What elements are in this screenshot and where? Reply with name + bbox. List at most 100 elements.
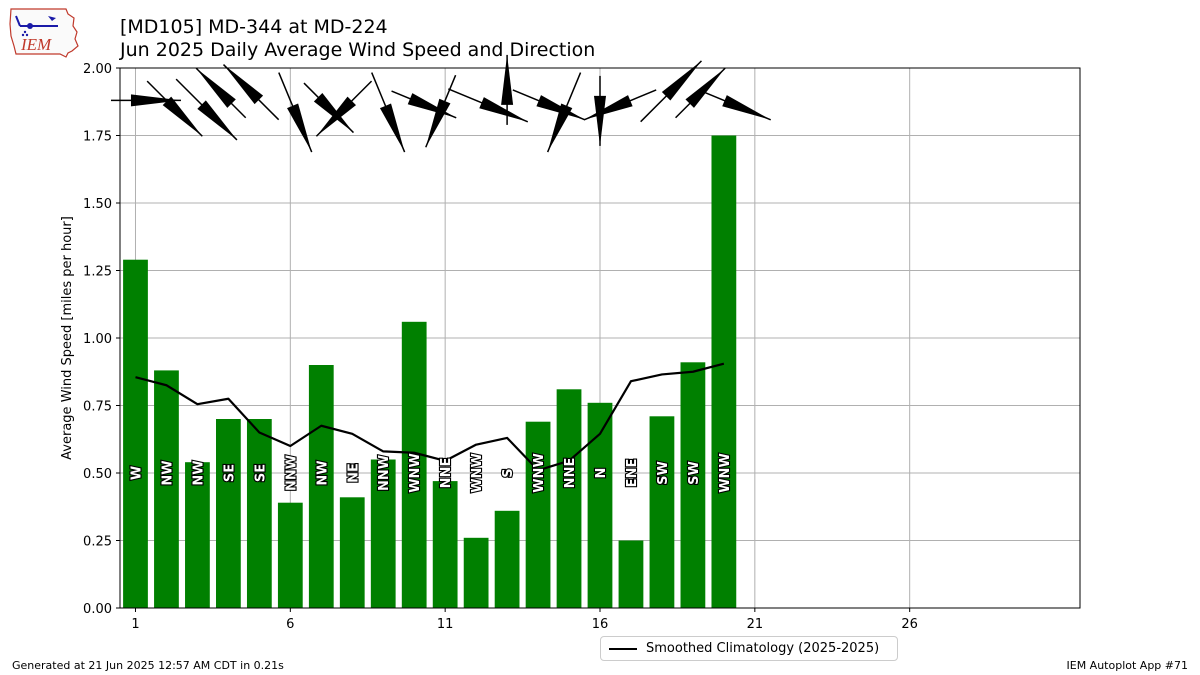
bar xyxy=(154,370,179,608)
wind-arrow-head xyxy=(425,98,451,148)
wind-arrow-head xyxy=(313,92,354,133)
wind-arrow-head xyxy=(197,100,237,140)
axes xyxy=(116,67,1081,612)
tick-labels: 1 6 11 16 21 260.000.250.500.751.001.251.501.… xyxy=(83,62,918,632)
plot-frame xyxy=(119,67,1081,609)
wind-arrow-head xyxy=(584,95,633,120)
direction-label: SW xyxy=(656,461,671,485)
chart-subtitle: Jun 2025 Daily Average Wind Speed and Di… xyxy=(120,39,596,61)
wind-arrow-head xyxy=(661,60,702,101)
legend: Smoothed Climatology (2025-2025) xyxy=(600,636,898,661)
direction-label: NE xyxy=(346,463,361,483)
wind-arrow xyxy=(195,67,247,119)
bar xyxy=(711,135,737,608)
wind-arrow-head xyxy=(501,54,514,105)
direction-label: WNW xyxy=(718,453,733,493)
wind-arrow-head xyxy=(196,68,236,108)
bar xyxy=(649,416,675,608)
bars xyxy=(123,135,737,608)
wind-arrow-head xyxy=(547,103,573,153)
y-tick-label: 1.50 xyxy=(83,197,112,212)
bar xyxy=(494,510,520,608)
wind-arrow xyxy=(501,54,514,125)
legend-line-swatch xyxy=(609,647,637,650)
bar xyxy=(308,365,334,608)
bar xyxy=(463,537,489,608)
wind-arrow-head xyxy=(162,96,203,137)
direction-label: SE xyxy=(222,464,237,482)
bar xyxy=(525,421,551,608)
legend-label: Smoothed Climatology (2025-2025) xyxy=(646,641,880,656)
wind-arrow xyxy=(425,74,457,148)
direction-label: W xyxy=(129,466,144,480)
wind-arrow-head xyxy=(685,68,726,108)
wind-arrow xyxy=(315,80,373,137)
direction-label: SW xyxy=(687,461,702,485)
x-tick-label: 1 xyxy=(131,617,139,632)
direction-label: NNW xyxy=(284,455,299,491)
wind-arrow xyxy=(512,89,586,121)
y-tick-label: 0.00 xyxy=(83,602,112,617)
direction-label: NW xyxy=(191,460,206,485)
bar xyxy=(339,497,365,608)
y-tick-label: 2.00 xyxy=(83,62,112,77)
x-tick-label: 16 xyxy=(592,617,609,632)
app-credit: IEM Autoplot App #71 xyxy=(1066,659,1189,672)
direction-label: SE xyxy=(253,464,268,482)
chart-title: [MD105] MD-344 at MD-224 xyxy=(120,16,388,38)
direction-label: WNW xyxy=(408,453,423,493)
bar xyxy=(618,540,644,608)
x-tick-label: 21 xyxy=(747,617,764,632)
bar xyxy=(277,502,303,608)
y-tick-label: 0.25 xyxy=(83,535,112,550)
direction-labels: W NW NW SE SE NNW NW NE NNW WNW NNE WNW S WNW NNE N ENE S… xyxy=(128,452,734,494)
climatology-line xyxy=(135,362,725,472)
wind-arrow xyxy=(278,72,313,153)
direction-label: NNE xyxy=(439,458,454,489)
y-tick-label: 1.25 xyxy=(83,265,112,280)
wind-arrow xyxy=(371,72,406,153)
bar xyxy=(370,459,396,608)
wind-arrow-head xyxy=(316,96,357,137)
direction-label: S xyxy=(501,468,516,477)
wind-arrow-head xyxy=(223,64,264,105)
bar xyxy=(680,362,706,608)
wind-arrow xyxy=(698,89,771,121)
wind-arrow xyxy=(448,88,529,123)
y-tick-label: 0.75 xyxy=(83,400,112,415)
direction-label: NNW xyxy=(377,455,392,491)
bar xyxy=(587,402,613,608)
wind-arrow-head xyxy=(594,95,606,146)
direction-label: NW xyxy=(315,460,330,485)
bar xyxy=(432,481,458,608)
direction-label: NNE xyxy=(563,458,578,489)
wind-arrow xyxy=(546,72,582,153)
x-tick-label: 11 xyxy=(437,617,454,632)
y-tick-label: 1.75 xyxy=(83,130,112,145)
bar xyxy=(246,419,272,608)
direction-label: ENE xyxy=(625,459,640,488)
bar xyxy=(216,419,241,608)
climatology-line-path xyxy=(135,362,725,472)
wind-arrow xyxy=(303,82,354,134)
wind-arrow-head xyxy=(130,94,181,107)
y-axis-label: Average Wind Speed [miles per hour] xyxy=(60,216,75,460)
wind-arrow-head xyxy=(479,97,528,122)
wind-arrow xyxy=(583,89,657,121)
wind-arrow xyxy=(640,60,702,123)
bar xyxy=(123,259,148,608)
bar xyxy=(556,389,582,608)
wind-arrow-head xyxy=(379,103,405,153)
direction-label: N xyxy=(594,468,609,479)
wind-arrow xyxy=(675,67,726,119)
bar xyxy=(401,321,427,608)
generated-timestamp: Generated at 21 Jun 2025 12:57 AM CDT in… xyxy=(12,659,284,672)
direction-label: NW xyxy=(160,460,175,485)
wind-arrow xyxy=(222,64,280,121)
x-tick-label: 26 xyxy=(901,617,918,632)
y-tick-label: 0.50 xyxy=(83,467,112,482)
wind-arrow xyxy=(175,78,238,141)
wind-arrows xyxy=(110,54,771,153)
bar xyxy=(185,462,210,608)
